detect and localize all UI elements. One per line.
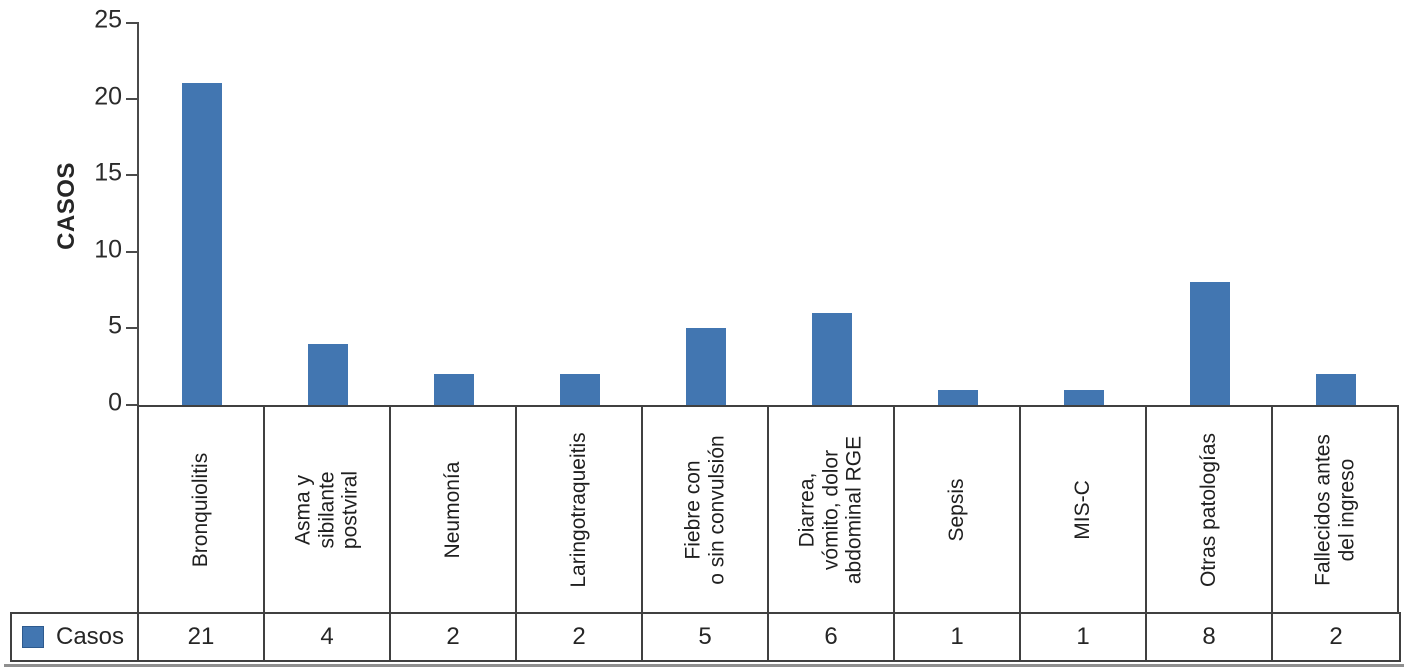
category-cell: Fallecidos antes del ingreso (1273, 407, 1399, 612)
bar-column (517, 22, 643, 405)
bar-column (1273, 22, 1399, 405)
bar-column (139, 22, 265, 405)
value-cell: 2 (1329, 623, 1343, 650)
y-tick-label: 10 (94, 235, 122, 264)
value-cell: 2 (517, 614, 643, 660)
y-tick-mark (126, 97, 137, 100)
y-tick-mark (126, 22, 137, 24)
y-tick-label: 0 (108, 388, 122, 417)
value-cell: 6 (769, 614, 895, 660)
value-cell: 21 (139, 614, 265, 660)
category-cell: MIS-C (1021, 407, 1147, 612)
bar (1190, 282, 1230, 405)
category-label: Bronquiolitis (189, 452, 213, 567)
series-color-swatch-icon (22, 626, 44, 648)
bar-column (1147, 22, 1273, 405)
y-tick-label: 5 (108, 311, 122, 340)
category-label: Fiebre con o sin convulsión (681, 434, 728, 585)
bar (812, 313, 852, 405)
bar-column (265, 22, 391, 405)
y-tick-mark (126, 404, 137, 406)
category-label: Otras patologías (1197, 432, 1221, 587)
bar (1316, 374, 1356, 405)
bars-container (139, 22, 1399, 405)
value-cell: 1 (1021, 614, 1147, 660)
category-label: Sepsis (945, 477, 969, 542)
bar-column (391, 22, 517, 405)
category-cell: Laringotraqueitis (517, 407, 643, 612)
value-cell: 2 (391, 614, 517, 660)
bottom-rule (4, 664, 1404, 667)
category-cell: Asma y sibilante postviral (265, 407, 391, 612)
category-cell: Fiebre con o sin convulsión (643, 407, 769, 612)
y-tick-mark (126, 327, 137, 330)
y-tick-mark (126, 174, 137, 177)
bar-column (895, 22, 1021, 405)
bar-column (643, 22, 769, 405)
category-cell: Otras patologías (1147, 407, 1273, 612)
value-cell: 8 (1147, 614, 1273, 660)
bar (434, 374, 474, 405)
bar (308, 344, 348, 405)
bar (1064, 390, 1104, 405)
plot-area (126, 22, 1399, 406)
y-tick-label: 20 (94, 82, 122, 111)
y-tick-mark (126, 250, 137, 253)
value-cell: 4 (265, 614, 391, 660)
bar (686, 328, 726, 405)
value-cell: 5 (643, 614, 769, 660)
category-label: Asma y sibilante postviral (291, 470, 362, 549)
y-tick-label: 15 (94, 158, 122, 187)
category-cell: Neumonía (391, 407, 517, 612)
category-cell: Sepsis (895, 407, 1021, 612)
category-label-band: Bronquiolitis Asma y sibilante postviral N… (137, 405, 1399, 612)
value-cell: 1 (895, 614, 1021, 660)
category-label: Fallecidos antes del ingreso (1311, 433, 1358, 586)
category-cell: Bronquiolitis (139, 407, 265, 612)
bar (560, 374, 600, 405)
data-table: Casos 21 4 2 2 5 6 1 1 8 2 (10, 612, 1401, 662)
bar (182, 83, 222, 405)
legend-label: Casos (56, 623, 125, 650)
category-label: Laringotraqueitis (567, 431, 591, 588)
category-label: Neumonía (441, 461, 465, 558)
bar-column (769, 22, 895, 405)
bar-column (1021, 22, 1147, 405)
legend-cell: Casos (12, 614, 139, 660)
y-tick-label: 25 (94, 5, 122, 34)
category-label: MIS-C (1071, 479, 1095, 540)
bar (938, 390, 978, 405)
category-cell: Diarrea, vómito, dolor abdominal RGE (769, 407, 895, 612)
category-label: Diarrea, vómito, dolor abdominal RGE (795, 435, 866, 584)
